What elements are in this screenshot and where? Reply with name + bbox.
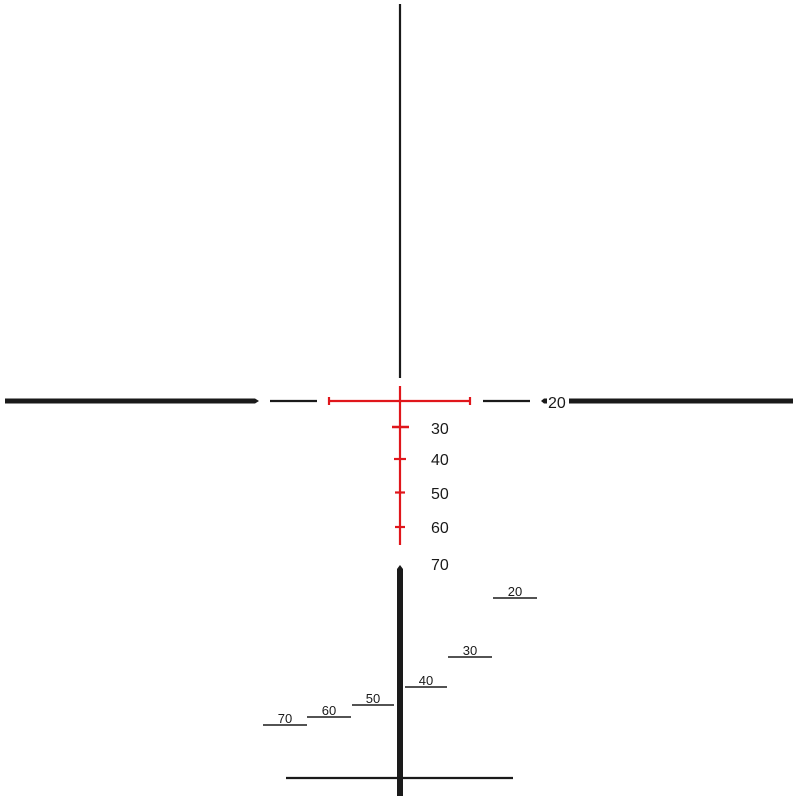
range-label-40: 40 [419,673,433,688]
label-40: 40 [431,452,449,469]
bottom-thick-post [397,565,403,796]
range-label-70: 70 [278,711,292,726]
label-70: 70 [431,557,449,574]
label-30: 30 [431,421,449,438]
label-60: 60 [431,520,449,537]
range-label-50: 50 [366,691,380,706]
left-thick-post [5,398,259,404]
label-20-right: 20 [548,395,566,412]
range-label-30: 30 [463,643,477,658]
range-label-20: 20 [508,584,522,599]
range-label-60: 60 [322,703,336,718]
right-20-dot [541,398,547,404]
right-thick-post [569,398,793,404]
label-50: 50 [431,486,449,503]
